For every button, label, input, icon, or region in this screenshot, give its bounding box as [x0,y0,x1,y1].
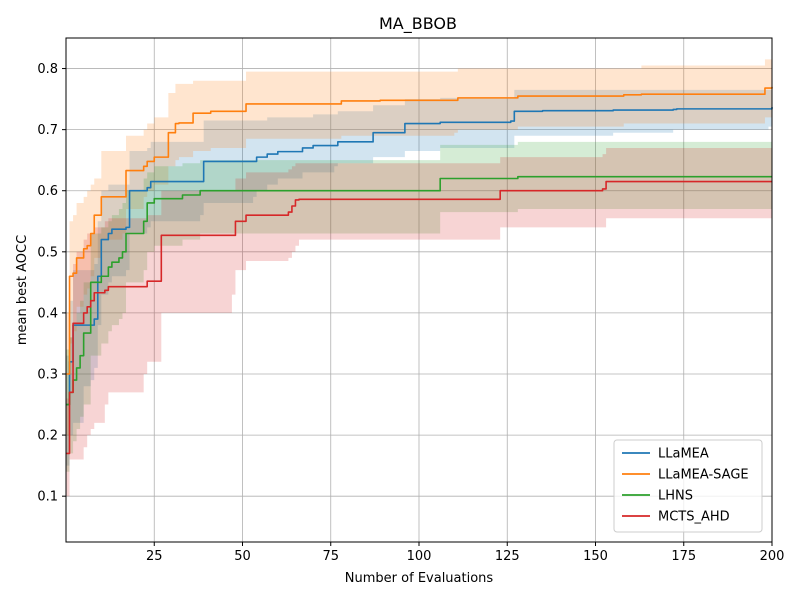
series-lines [66,86,773,455]
legend-label: LHNS [658,489,693,504]
legend-label: LLaMEA-SAGE [658,468,749,483]
confidence-band-mcts-ahd [66,147,772,497]
confidence-band-llamea-sage [66,59,772,436]
confidence-bands [66,59,772,497]
x-tick-label: 150 [583,549,608,564]
confidence-band-llamea [66,86,772,466]
x-tick-label: 100 [407,549,432,564]
series-line-llamea [66,107,773,406]
series-line-llamea-sage [66,86,773,375]
legend: LLaMEA LLaMEA-SAGE LHNS MCTS_AHD [613,439,763,533]
x-tick-label: 75 [322,549,339,564]
x-tick-label: 50 [234,549,251,564]
x-tick-label: 175 [671,549,696,564]
x-tick-label: 25 [146,549,163,564]
series-line-lhns [66,175,772,406]
x-axis-label: Number of Evaluations [345,571,494,586]
series-line-mcts-ahd [66,180,772,455]
y-tick-label: 0.4 [37,306,58,321]
confidence-band-lhns [66,141,772,472]
chart-title: MA_BBOB [379,14,457,34]
y-tick-label: 0.2 [37,429,58,444]
y-tick-label: 0.8 [37,62,58,77]
y-tick-label: 0.5 [37,245,58,260]
y-tick-label: 0.3 [37,368,58,383]
legend-label: MCTS_AHD [658,510,730,525]
legend-box [613,439,763,533]
y-tick-label: 0.7 [37,123,58,138]
legend-label: LLaMEA [658,447,709,462]
ticks: 25 50 75 100 125 150 175 200 0.1 0.2 0.3 0.4 0.5 0.6 0… [37,62,784,564]
x-tick-label: 125 [495,549,520,564]
y-axis-label: mean best AOCC [15,235,30,345]
y-tick-label: 0.1 [37,490,58,505]
y-tick-label: 0.6 [37,184,58,199]
x-tick-label: 200 [760,549,785,564]
